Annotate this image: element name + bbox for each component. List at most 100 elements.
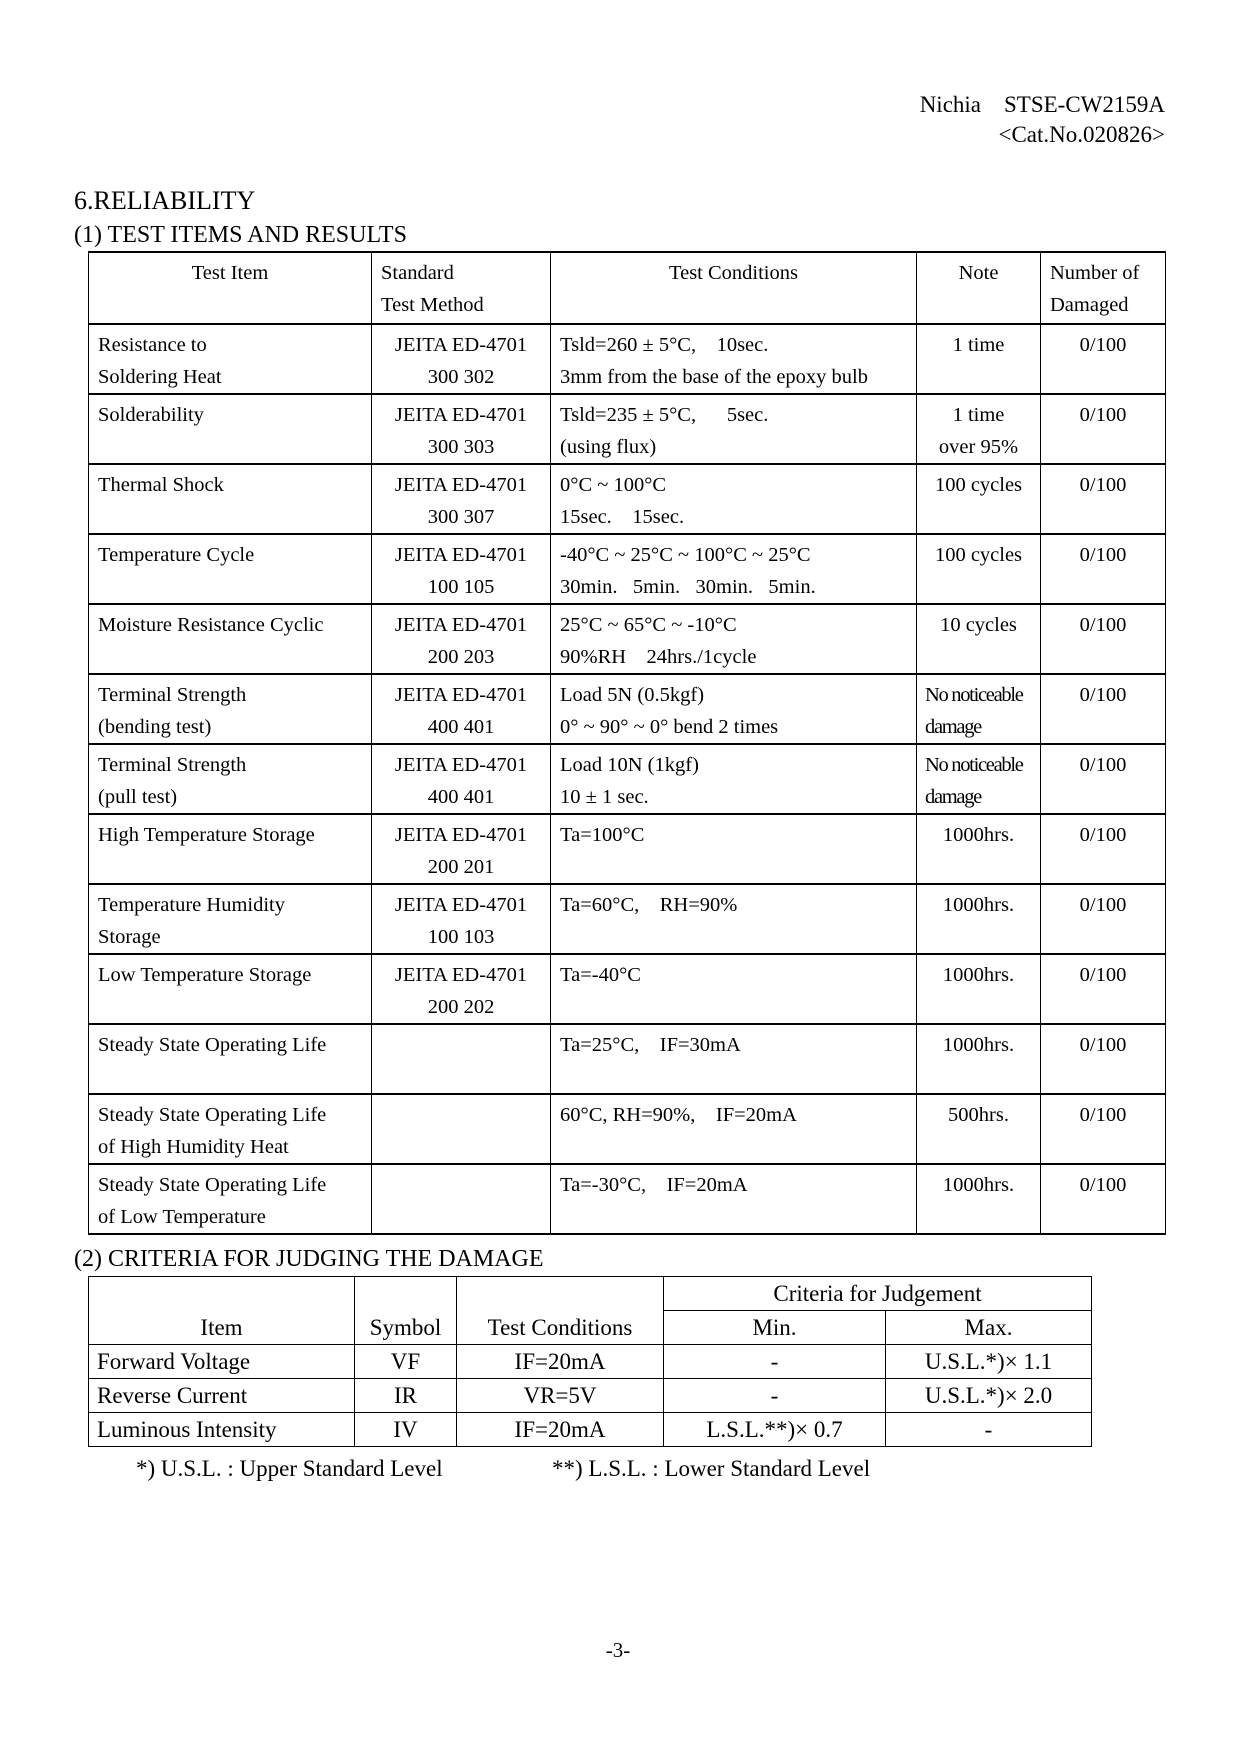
- test-method-cell-line: 100 103: [427, 926, 495, 948]
- test-method-cell-line: 100 105: [427, 576, 495, 598]
- test-conditions-cell: Ta=-40°C: [550, 953, 917, 1025]
- test-method-cell-line: JEITA ED-4701: [394, 544, 528, 566]
- note-cell: 1000hrs.: [916, 1023, 1041, 1095]
- column-header-line: Test Method: [381, 294, 484, 316]
- test-results-title: (1) TEST ITEMS AND RESULTS: [74, 222, 407, 248]
- test-conditions-cell: Ta=100°C: [550, 813, 917, 885]
- note-cell: 1000hrs.: [916, 883, 1041, 955]
- test-conditions-cell-line: Ta=-30°C, IF=20mA: [560, 1174, 748, 1196]
- test-method-cell-line: JEITA ED-4701: [394, 824, 528, 846]
- test-method-cell-line: JEITA ED-4701: [394, 474, 528, 496]
- test-conditions-cell-line: 0°C ~ 100°C: [560, 474, 667, 496]
- test-method-cell-line: 400 401: [427, 716, 495, 738]
- note-cell-line: 10 cycles: [940, 614, 1017, 636]
- test-item-cell-line: Low Temperature Storage: [98, 964, 312, 986]
- test-method-cell-line: 200 202: [427, 996, 495, 1018]
- test-item-cell-line: of High Humidity Heat: [98, 1136, 289, 1158]
- damaged-count-cell: 0/100: [1040, 533, 1166, 605]
- damaged-count-cell-line: 0/100: [1079, 1174, 1127, 1196]
- table-row: Temperature Humidity Storage JEITA ED-4701…: [88, 883, 1166, 955]
- damaged-count-cell: 0/100: [1040, 1023, 1166, 1095]
- column-header-line: Test Item: [191, 262, 269, 284]
- test-method-cell: JEITA ED-4701 200 201: [371, 813, 551, 885]
- column-header: Note: [916, 251, 1041, 325]
- test-method-cell-line: JEITA ED-4701: [394, 964, 528, 986]
- damaged-count-cell-line: 0/100: [1079, 964, 1127, 986]
- note-cell-line: 1000hrs.: [942, 1034, 1015, 1056]
- test-conditions-cell-line: 30min. 5min. 30min. 5min.: [560, 576, 816, 598]
- damaged-count-cell-line: 0/100: [1079, 754, 1127, 776]
- test-item-cell: Resistance to Soldering Heat: [88, 323, 372, 395]
- test-method-cell: JEITA ED-4701 100 103: [371, 883, 551, 955]
- test-conditions-cell-line: 3mm from the base of the epoxy bulb: [560, 366, 869, 388]
- test-item-cell-line: High Temperature Storage: [98, 824, 315, 846]
- note-cell-line: over 95%: [938, 436, 1019, 458]
- table-row: Terminal Strength (bending test) JEITA ED-…: [88, 673, 1166, 745]
- test-conditions-cell-line: Ta=100°C: [560, 824, 645, 846]
- note-cell: 1000hrs.: [916, 1163, 1041, 1235]
- test-conditions-cell: 0°C ~ 100°C 15sec. 15sec.: [550, 463, 917, 535]
- test-item-cell-line: Steady State Operating Life: [98, 1174, 327, 1196]
- test-conditions-cell-line: Tsld=235 ± 5°C, 5sec.: [560, 404, 769, 426]
- column-header-line: Number of: [1050, 262, 1140, 284]
- criteria-header-row-2: Min. Max.: [89, 1310, 1092, 1345]
- damaged-count-cell-line: 0/100: [1079, 1104, 1127, 1126]
- conditions-cell: IF=20mA: [456, 1412, 664, 1447]
- test-item-cell-line: Thermal Shock: [98, 474, 224, 496]
- column-header: Standard Test Method: [371, 251, 551, 325]
- col-header-max: Max.: [885, 1310, 1092, 1345]
- test-item-cell: Solderability: [88, 393, 372, 465]
- damaged-count-cell: 0/100: [1040, 603, 1166, 675]
- table-row: Temperature Cycle JEITA ED-4701 100 105 -40…: [88, 533, 1166, 605]
- column-header-line: Standard: [381, 262, 454, 284]
- test-item-cell-line: Temperature Humidity: [98, 894, 285, 916]
- damaged-count-cell: 0/100: [1040, 463, 1166, 535]
- test-method-cell: JEITA ED-4701 300 302: [371, 323, 551, 395]
- test-item-cell: Thermal Shock: [88, 463, 372, 535]
- test-results-header-row: Test Item Standard Test Method Test Conditi…: [88, 251, 1166, 325]
- item-cell: Luminous Intensity: [88, 1412, 355, 1447]
- test-item-cell-line: of Low Temperature: [98, 1206, 266, 1228]
- test-item-cell-line: Temperature Cycle: [98, 544, 255, 566]
- test-conditions-cell-line: Ta=25°C, IF=30mA: [560, 1034, 741, 1056]
- table-row: Thermal Shock JEITA ED-4701 300 307 0°C ~ 1…: [88, 463, 1166, 535]
- test-conditions-cell: 25°C ~ 65°C ~ -10°C 90%RH 24hrs./1cycle: [550, 603, 917, 675]
- test-item-cell-line: Moisture Resistance Cyclic: [98, 614, 324, 636]
- footnote-usl: *) U.S.L. : Upper Standard Level: [136, 1456, 443, 1481]
- damaged-count-cell-line: 0/100: [1079, 404, 1127, 426]
- header-catalog-no: <Cat.No.020826>: [998, 122, 1166, 147]
- test-method-cell-line: 300 302: [427, 366, 495, 388]
- test-conditions-cell: Ta=60°C, RH=90%: [550, 883, 917, 955]
- col-header-item: Item: [88, 1276, 355, 1345]
- note-cell: 1 time: [916, 323, 1041, 395]
- test-item-cell: Steady State Operating Life of Low Temper…: [88, 1163, 372, 1235]
- note-cell: 100 cycles: [916, 463, 1041, 535]
- max-cell: U.S.L.*)× 2.0: [885, 1378, 1092, 1413]
- symbol-cell: IV: [354, 1412, 457, 1447]
- test-conditions-cell-line: 0° ~ 90° ~ 0° bend 2 times: [560, 716, 779, 738]
- damaged-count-cell: 0/100: [1040, 1093, 1166, 1165]
- section-title: 6.RELIABILITY: [74, 186, 256, 215]
- test-method-cell: JEITA ED-4701 300 307: [371, 463, 551, 535]
- test-method-cell: JEITA ED-4701 400 401: [371, 743, 551, 815]
- damaged-count-cell: 0/100: [1040, 883, 1166, 955]
- test-item-cell-line: Resistance to: [98, 334, 207, 356]
- criteria-table: Item Symbol Test Conditions Criteria for…: [88, 1276, 1092, 1447]
- column-header: Test Item: [88, 251, 372, 325]
- test-conditions-cell: -40°C ~ 25°C ~ 100°C ~ 25°C 30min. 5min. …: [550, 533, 917, 605]
- note-cell: No noticeable damage: [916, 673, 1041, 745]
- table-row: Solderability JEITA ED-4701 300 303 Tsld=23…: [88, 393, 1166, 465]
- test-item-cell: Steady State Operating Life: [88, 1023, 372, 1095]
- damaged-count-cell-line: 0/100: [1079, 894, 1127, 916]
- page-number: -3-: [605, 1638, 631, 1662]
- damaged-count-cell: 0/100: [1040, 1163, 1166, 1235]
- damaged-count-cell: 0/100: [1040, 813, 1166, 885]
- column-header: Test Conditions: [550, 251, 917, 325]
- test-conditions-cell-line: 25°C ~ 65°C ~ -10°C: [560, 614, 737, 636]
- test-conditions-cell-line: Load 10N (1kgf): [560, 754, 699, 776]
- test-conditions-cell-line: Tsld=260 ± 5°C, 10sec.: [560, 334, 769, 356]
- test-method-cell: [371, 1093, 551, 1165]
- test-method-cell: [371, 1023, 551, 1095]
- col-header-symbol: Symbol: [354, 1276, 457, 1345]
- column-header: Number of Damaged: [1040, 251, 1166, 325]
